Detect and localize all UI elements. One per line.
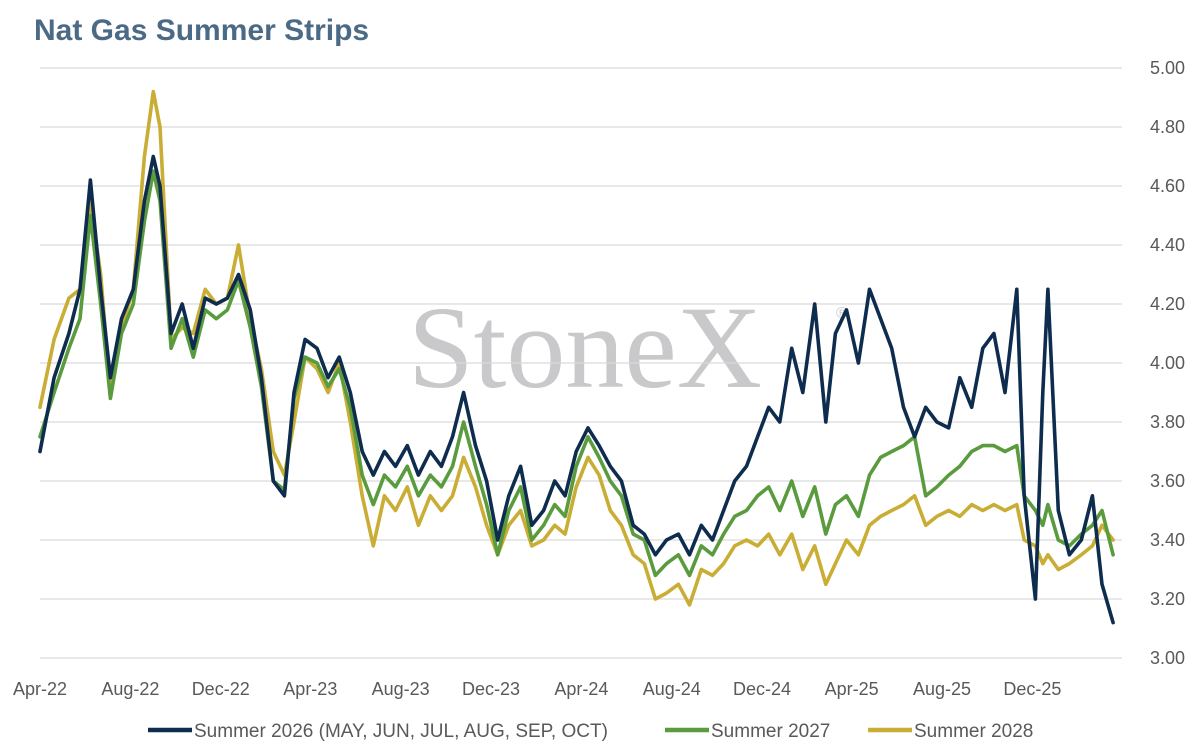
chart-title: Nat Gas Summer Strips — [34, 14, 370, 47]
y-tick-label: 4.40 — [1150, 235, 1185, 255]
x-tick-label: Dec-25 — [1003, 679, 1061, 699]
x-tick-label: Dec-24 — [733, 679, 791, 699]
y-tick-label: 4.00 — [1150, 353, 1185, 373]
x-tick-label: Dec-22 — [192, 679, 250, 699]
y-tick-label: 4.60 — [1150, 176, 1185, 196]
x-tick-label: Dec-23 — [462, 679, 520, 699]
watermark-text: StoneX — [408, 282, 762, 413]
series-line-1 — [38, 154, 1115, 625]
y-axis-tick-labels: 3.00 3.20 3.40 3.60 3.80 4.00 4.20 4.40 4.60 4.80… — [1150, 58, 1185, 668]
x-tick-label: Apr-24 — [554, 679, 608, 699]
legend-item-3: Summer 2028 — [868, 721, 1033, 742]
x-axis-tick-labels: Apr-22 Aug-22 Dec-22 Apr-23 Aug-23 Dec-23 Apr-… — [13, 679, 1061, 699]
x-tick-label: Apr-22 — [13, 679, 67, 699]
y-tick-label: 3.40 — [1150, 530, 1185, 550]
legend-item-2: Summer 2027 — [665, 721, 830, 742]
y-tick-label: 3.00 — [1150, 648, 1185, 668]
legend-label: Summer 2028 — [914, 721, 1033, 742]
series-lines — [38, 89, 1115, 625]
gridlines — [40, 67, 1122, 659]
y-tick-label: 5.00 — [1150, 58, 1185, 78]
legend-label: Summer 2026 (MAY, JUN, JUL, AUG, SEP, OC… — [194, 721, 608, 742]
legend-item-1: Summer 2026 (MAY, JUN, JUL, AUG, SEP, OC… — [148, 721, 608, 742]
x-tick-label: Aug-25 — [913, 679, 971, 699]
legend: Summer 2026 (MAY, JUN, JUL, AUG, SEP, OC… — [148, 721, 1033, 742]
legend-label: Summer 2027 — [711, 721, 830, 742]
stonex-watermark: StoneX ® — [408, 282, 848, 413]
x-tick-label: Apr-23 — [283, 679, 337, 699]
x-tick-label: Aug-24 — [643, 679, 701, 699]
x-tick-label: Aug-23 — [372, 679, 430, 699]
y-tick-label: 3.60 — [1150, 471, 1185, 491]
y-tick-label: 3.80 — [1150, 412, 1185, 432]
y-tick-label: 4.20 — [1150, 294, 1185, 314]
y-tick-label: 4.80 — [1150, 117, 1185, 137]
x-tick-label: Apr-25 — [825, 679, 879, 699]
x-tick-label: Aug-22 — [101, 679, 159, 699]
series-line-2 — [38, 169, 1115, 578]
y-tick-label: 3.20 — [1150, 589, 1185, 609]
